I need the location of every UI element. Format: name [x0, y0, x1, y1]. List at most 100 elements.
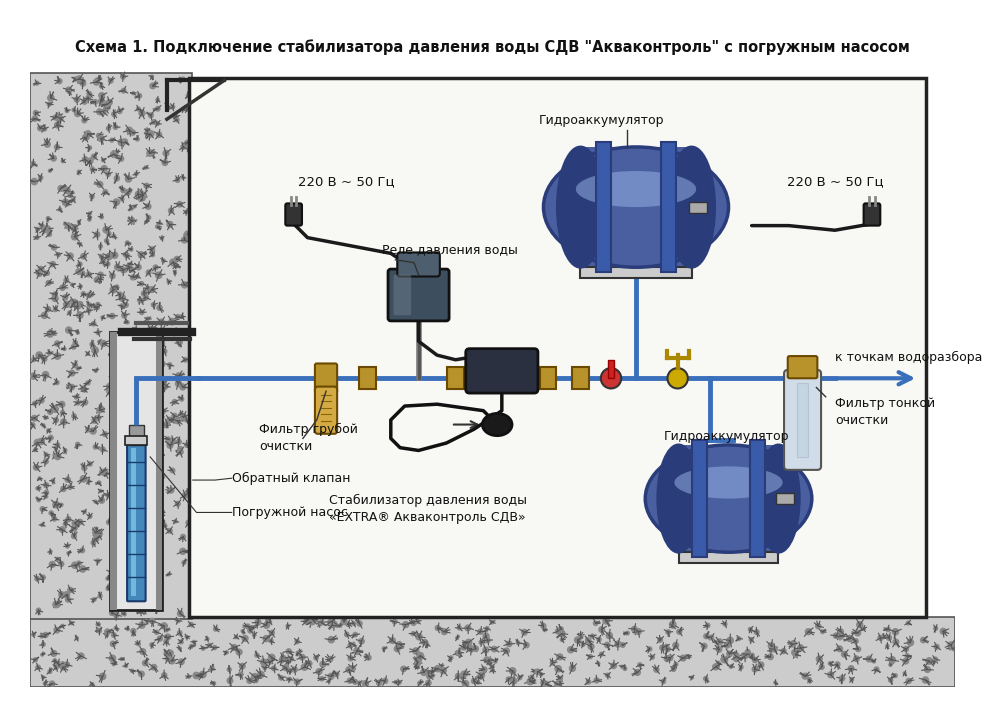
- Circle shape: [468, 646, 474, 652]
- Circle shape: [115, 351, 119, 356]
- Circle shape: [117, 109, 122, 114]
- Circle shape: [83, 135, 88, 140]
- Circle shape: [71, 344, 76, 349]
- Circle shape: [87, 158, 93, 164]
- Circle shape: [162, 259, 165, 263]
- Circle shape: [157, 305, 162, 311]
- Circle shape: [172, 400, 177, 404]
- Circle shape: [105, 238, 109, 243]
- Circle shape: [99, 498, 104, 503]
- Circle shape: [32, 416, 37, 421]
- Circle shape: [162, 673, 167, 678]
- Circle shape: [394, 680, 398, 684]
- Ellipse shape: [658, 445, 699, 552]
- Ellipse shape: [758, 445, 799, 552]
- Circle shape: [722, 657, 728, 663]
- Bar: [189, 78, 926, 617]
- Ellipse shape: [557, 147, 604, 267]
- Circle shape: [168, 221, 172, 226]
- Circle shape: [42, 371, 49, 378]
- Circle shape: [153, 368, 159, 373]
- Circle shape: [65, 109, 69, 113]
- Circle shape: [664, 655, 670, 661]
- Circle shape: [398, 680, 401, 684]
- Circle shape: [550, 660, 555, 665]
- Circle shape: [701, 643, 707, 649]
- Circle shape: [169, 318, 175, 325]
- Circle shape: [129, 218, 134, 223]
- Circle shape: [672, 668, 676, 671]
- Circle shape: [32, 116, 38, 121]
- Circle shape: [328, 658, 331, 661]
- Circle shape: [472, 679, 476, 683]
- Circle shape: [208, 643, 211, 648]
- Circle shape: [888, 678, 893, 682]
- Circle shape: [856, 647, 861, 652]
- Text: Фильтр грубой
очистки: Фильтр грубой очистки: [259, 423, 358, 453]
- Circle shape: [461, 645, 466, 650]
- Circle shape: [328, 619, 334, 625]
- Circle shape: [674, 663, 678, 666]
- Circle shape: [144, 183, 149, 188]
- Circle shape: [193, 673, 199, 678]
- Circle shape: [847, 635, 853, 642]
- Circle shape: [137, 94, 142, 98]
- Circle shape: [131, 545, 137, 551]
- Circle shape: [269, 630, 274, 635]
- Circle shape: [59, 401, 65, 407]
- Circle shape: [835, 662, 840, 667]
- Circle shape: [737, 637, 741, 640]
- Circle shape: [906, 678, 911, 683]
- Circle shape: [124, 592, 128, 595]
- Circle shape: [77, 561, 81, 565]
- Ellipse shape: [668, 147, 715, 267]
- Circle shape: [181, 534, 185, 539]
- Circle shape: [76, 268, 82, 274]
- Circle shape: [140, 371, 145, 376]
- Circle shape: [485, 638, 490, 643]
- Circle shape: [132, 516, 136, 520]
- Circle shape: [168, 363, 172, 367]
- Circle shape: [749, 638, 753, 642]
- Circle shape: [80, 271, 85, 276]
- Circle shape: [91, 683, 94, 685]
- Circle shape: [588, 655, 592, 658]
- Circle shape: [53, 601, 59, 608]
- Circle shape: [37, 498, 40, 502]
- Circle shape: [518, 675, 522, 680]
- Circle shape: [93, 598, 96, 601]
- Circle shape: [151, 427, 156, 432]
- Circle shape: [933, 660, 936, 663]
- Circle shape: [320, 661, 326, 667]
- Circle shape: [555, 665, 561, 672]
- Circle shape: [739, 665, 743, 669]
- Circle shape: [56, 661, 60, 665]
- Circle shape: [721, 658, 725, 662]
- Circle shape: [52, 406, 58, 412]
- Circle shape: [248, 628, 253, 633]
- Circle shape: [156, 487, 160, 491]
- Circle shape: [71, 526, 77, 531]
- Circle shape: [382, 647, 385, 650]
- Circle shape: [57, 253, 60, 256]
- Circle shape: [252, 673, 258, 680]
- Circle shape: [312, 619, 315, 623]
- Circle shape: [112, 663, 115, 665]
- Circle shape: [140, 192, 146, 198]
- Circle shape: [114, 627, 117, 630]
- Circle shape: [905, 654, 909, 658]
- Circle shape: [31, 178, 37, 185]
- Circle shape: [125, 190, 130, 195]
- Circle shape: [86, 381, 90, 385]
- Circle shape: [90, 293, 93, 296]
- Circle shape: [314, 655, 318, 660]
- Circle shape: [169, 658, 175, 664]
- FancyBboxPatch shape: [285, 203, 302, 226]
- Circle shape: [295, 640, 299, 643]
- Circle shape: [99, 673, 106, 680]
- Circle shape: [55, 341, 60, 346]
- Circle shape: [174, 271, 176, 274]
- Circle shape: [46, 216, 50, 220]
- Circle shape: [175, 115, 178, 119]
- Circle shape: [506, 641, 512, 647]
